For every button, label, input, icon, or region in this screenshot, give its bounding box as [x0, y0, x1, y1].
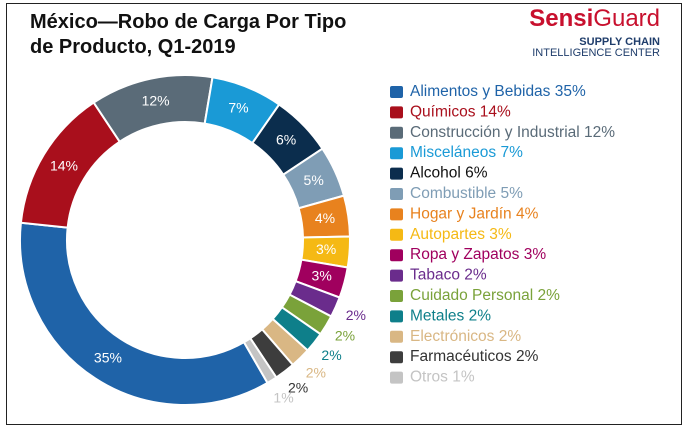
legend-icon — [390, 147, 403, 160]
legend-icon — [390, 106, 403, 119]
chart-title: México—Robo de Carga Por Tipo de Product… — [30, 11, 347, 58]
legend-icon — [390, 330, 403, 343]
slice-label: 12% — [142, 92, 170, 108]
legend-value: 35% — [555, 83, 586, 100]
legend-value: 14% — [480, 103, 511, 120]
legend-label: Metales — [410, 307, 465, 324]
legend-entry: Construcción y Industrial 12% — [410, 124, 615, 141]
legend-icon — [390, 371, 403, 384]
legend-icon — [390, 126, 403, 139]
legend-label: Misceláneos — [410, 144, 496, 161]
legend-entry: Misceláneos 7% — [410, 144, 523, 161]
legend-icon — [390, 228, 403, 241]
legend-label: Combustible — [410, 185, 496, 202]
logo-line: INTELLIGENCE CENTER — [532, 47, 660, 59]
legend-label: Otros — [410, 369, 448, 386]
legend-entry: Electrónicos 2% — [410, 328, 521, 345]
legend-value: 2% — [469, 307, 492, 324]
slice-label: 6% — [276, 132, 296, 148]
legend-label: Autopartes — [410, 226, 485, 243]
legend-icon — [390, 208, 403, 221]
legend-entry: Otros 1% — [410, 369, 475, 386]
slice-label: 35% — [94, 349, 122, 365]
slice-label: 1% — [273, 390, 293, 406]
legend-value: 2% — [516, 348, 539, 365]
legend-entry: Combustible 5% — [410, 185, 523, 202]
legend-value: 1% — [452, 369, 475, 386]
legend-icon — [390, 269, 403, 282]
slice-label: 2% — [306, 364, 326, 380]
legend-label: Construcción y Industrial — [410, 124, 580, 141]
legend-label: Químicos — [410, 103, 476, 120]
logo-brand: SensiGuard — [529, 5, 660, 32]
donut-slice — [19, 221, 269, 406]
legend-value: 7% — [500, 144, 523, 161]
legend-entry: Cuidado Personal 2% — [410, 287, 560, 304]
legend-value: 3% — [524, 246, 547, 263]
legend-icon — [390, 86, 403, 98]
legend-value: 2% — [499, 328, 522, 345]
legend-icon — [390, 290, 403, 302]
legend-label: Cuidado Personal — [410, 287, 533, 304]
logo-brand-2: Guard — [593, 5, 660, 32]
logo-line: SUPPLY CHAIN — [579, 36, 660, 48]
legend-value: 5% — [500, 185, 523, 202]
legend-icon — [390, 310, 403, 323]
legend-icon — [390, 351, 403, 364]
legend-label: Alimentos y Bebidas — [410, 83, 551, 100]
logo-brand-1: Sensi — [529, 5, 593, 32]
slice-label: 2% — [288, 380, 308, 396]
legend-entry: Farmacéuticos 2% — [410, 348, 539, 365]
legend-label: Ropa y Zapatos — [410, 246, 520, 263]
legend-label: Alcohol — [410, 165, 461, 182]
slice-label: 5% — [304, 172, 324, 188]
donut-slice — [242, 336, 278, 385]
legend-entry: Ropa y Zapatos 3% — [410, 246, 546, 263]
slice-label: 7% — [228, 100, 248, 116]
legend-label: Farmacéuticos — [410, 348, 512, 365]
legend-label: Tabaco — [410, 267, 460, 284]
legend-entry: Autopartes 3% — [410, 226, 512, 243]
legend-value: 12% — [584, 124, 615, 141]
slice-label: 2% — [335, 328, 355, 344]
legend-value: 6% — [465, 165, 488, 182]
legend-label: Hogar y Jardín — [410, 205, 512, 222]
slice-label: 2% — [346, 307, 366, 323]
slice-label: 3% — [312, 267, 332, 283]
legend-icon — [390, 188, 403, 200]
slice-label: 14% — [50, 157, 78, 173]
slice-label: 3% — [316, 241, 336, 257]
legend-value: 2% — [538, 287, 561, 304]
legend-value: 4% — [516, 205, 539, 222]
legend-value: 3% — [489, 226, 512, 243]
legend-icon — [390, 167, 403, 180]
legend-entry: Alcohol 6% — [410, 165, 488, 182]
slice-label: 4% — [315, 210, 335, 226]
legend-entry: Químicos 14% — [410, 103, 511, 120]
slice-label: 2% — [321, 347, 341, 363]
legend-entry: Metales 2% — [410, 307, 491, 324]
legend-value: 2% — [464, 267, 487, 284]
legend-label: Electrónicos — [410, 328, 495, 345]
legend-entry: Hogar y Jardín 4% — [410, 205, 539, 222]
legend-icon — [390, 249, 403, 262]
legend-entry: Alimentos y Bebidas 35% — [410, 83, 586, 100]
legend-entry: Tabaco 2% — [410, 267, 487, 284]
